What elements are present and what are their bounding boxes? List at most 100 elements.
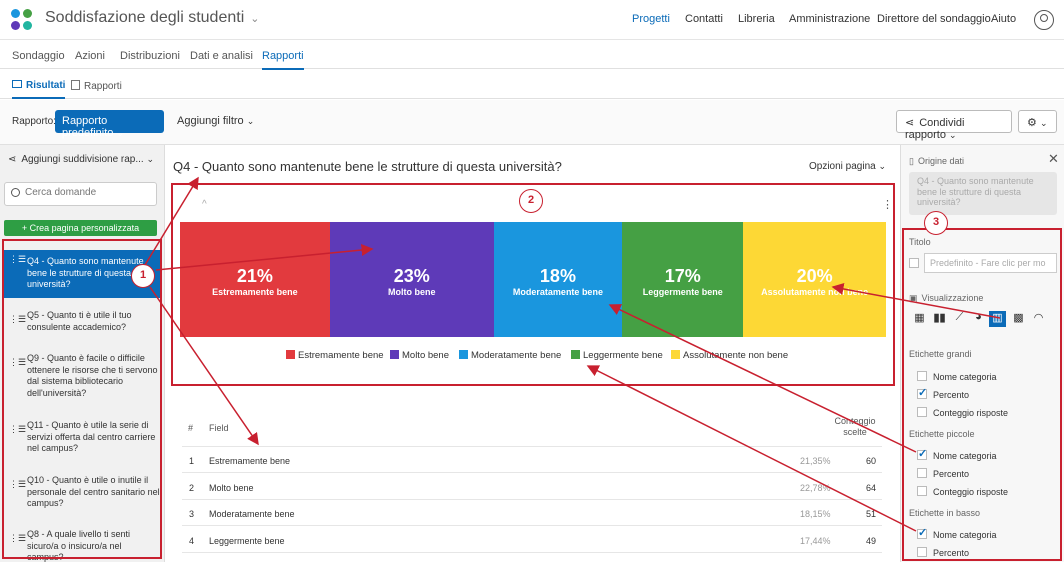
segment-percent-label: 23% (393, 266, 430, 286)
checkbox-checked[interactable] (917, 526, 927, 539)
annotation-badge-3: 3 (924, 211, 948, 235)
nav-help[interactable]: Aiuto (991, 13, 1017, 25)
grid-viz-icon[interactable]: ▩ (1013, 312, 1024, 324)
data-source-select[interactable]: Q4 - Quanto sono mantenute bene le strut… (909, 172, 1057, 215)
app-logo[interactable] (11, 9, 33, 31)
large-percent-option[interactable]: Percento (917, 386, 969, 400)
project-title[interactable]: Soddisfazione degli studenti ⌄ (45, 9, 259, 27)
page-options-text: Opzioni pagina (809, 161, 876, 172)
bar-segment[interactable]: 18% Moderatamente bene (493, 222, 623, 337)
legend-swatch (390, 350, 399, 359)
legend-item[interactable]: Molto bene (390, 350, 449, 361)
table-cell-n: 3 (189, 509, 195, 519)
table-cell-n: 2 (189, 482, 195, 493)
segment-percent-label: 20% (796, 266, 833, 286)
question-item-q10[interactable]: ⋮☰ Q10 - Quanto è utile o inutile il pers… (3, 475, 160, 510)
nav-projects[interactable]: Progetti (632, 13, 670, 25)
gear-icon: ⚙ (1027, 117, 1037, 129)
large-labels-label: Etichette grandi (909, 349, 972, 359)
more-options-icon[interactable]: ⋮ (882, 199, 893, 211)
small-percent-option[interactable]: Percento (917, 468, 969, 479)
option-text: Nome categoria (933, 372, 997, 382)
subtab-results[interactable]: Risultati (12, 80, 66, 99)
question-item-q11[interactable]: ⋮☰ Q11 - Quanto è utile la serie di servi… (3, 420, 160, 455)
table-cell-pct: 21,35% (800, 456, 831, 466)
search-input[interactable] (25, 187, 150, 198)
row-divider (182, 472, 882, 473)
subtab-reports-label: Rapporti (84, 81, 122, 92)
table-cell-n: 4 (189, 535, 195, 546)
legend-swatch (459, 350, 468, 359)
segment-category-label: Assolutamente non bene (761, 287, 869, 297)
question-text: Q9 - Quanto è facile o difficile ottener… (27, 353, 158, 398)
list-icon: ⋮☰ (9, 424, 27, 434)
project-title-text: Soddisfazione degli studenti (45, 9, 245, 26)
breakout-dropdown[interactable]: ⋖ Aggiungi suddivisione rap... ⌄ (8, 154, 158, 165)
question-item-q4[interactable]: ⋮☰ Q4 - Quanto sono mantenute bene le str… (3, 250, 160, 298)
table-cell-field: Moderatamente bene (209, 509, 295, 519)
tab-data-analysis[interactable]: Dati e analisi (190, 50, 253, 62)
table-cell-count: 60 (866, 456, 877, 466)
list-icon: ⋮☰ (9, 254, 27, 264)
checkbox-checked[interactable] (917, 386, 927, 399)
checkbox[interactable] (917, 371, 927, 381)
title-checkbox[interactable] (909, 258, 919, 268)
report-select-text: Rapporto predefinito (62, 115, 114, 139)
page-options-button[interactable]: Opzioni pagina ⌄ (809, 161, 886, 172)
share-report-text: Condividi rapporto (905, 117, 965, 141)
bottom-percent-option[interactable]: Percento (917, 547, 969, 558)
question-text: Q11 - Quanto è utile la serie di servizi… (27, 420, 156, 453)
row-divider (182, 525, 882, 526)
add-filter-button[interactable]: Aggiungi filtro ⌄ (177, 115, 254, 127)
user-avatar-icon[interactable] (1034, 10, 1054, 30)
tab-survey[interactable]: Sondaggio (12, 50, 65, 62)
checkbox[interactable] (917, 468, 927, 478)
data-source-label: ▯ Origine dati (909, 156, 964, 167)
tab-actions[interactable]: Azioni (75, 50, 105, 62)
small-count-option[interactable]: Conteggio risposte (917, 486, 1008, 497)
question-text: Q4 - Quanto sono mantenute bene le strut… (27, 256, 144, 289)
table-cell-field: Leggermente bene (209, 535, 285, 546)
chevron-up-icon[interactable]: ^ (202, 199, 207, 210)
bar-segment[interactable]: 23% Molto bene (329, 222, 494, 337)
question-item-q5[interactable]: ⋮☰ Q5 - Quanto ti è utile il tuo consulen… (3, 310, 160, 333)
checkbox[interactable] (917, 547, 927, 557)
title-input[interactable]: Predefinito - Fare clic per mo (924, 253, 1057, 273)
clipboard-icon: ▯ (909, 156, 914, 166)
small-category-option[interactable]: Nome categoria (917, 447, 997, 461)
subtab-reports[interactable]: Rapporti (71, 80, 122, 92)
bottom-category-option[interactable]: Nome categoria (917, 526, 997, 540)
table-cell-pct: 18,15% (800, 509, 831, 519)
report-select-button[interactable]: Rapporto predefinito ⌄ (55, 110, 164, 139)
gauge-icon[interactable]: ◠ (1033, 312, 1044, 324)
table-cell-count: 49 (866, 535, 877, 546)
share-report-button[interactable]: ⋖ Condividi rapporto ⌄ (896, 110, 1012, 141)
create-page-button[interactable]: + Crea pagina personalizzata (4, 220, 157, 236)
checkbox[interactable] (917, 407, 927, 417)
data-source-value: Q4 - Quanto sono mantenute bene le strut… (917, 176, 1034, 207)
tab-distributions[interactable]: Distribuzioni (120, 50, 180, 62)
table-header-field: Field (209, 423, 229, 433)
settings-button[interactable]: ⚙ ⌄ (1018, 110, 1057, 133)
checkbox[interactable] (917, 486, 927, 496)
legend-item[interactable]: Moderatamente bene (459, 350, 561, 361)
search-box[interactable] (4, 182, 157, 206)
large-count-option[interactable]: Conteggio risposte (917, 407, 1008, 418)
close-icon[interactable]: ✕ (1048, 151, 1059, 166)
large-category-option[interactable]: Nome categoria (917, 371, 997, 382)
question-title: Q4 - Quanto sono mantenute bene le strut… (173, 159, 562, 174)
chevron-down-icon: ⌄ (878, 161, 887, 171)
checkbox-checked[interactable] (917, 447, 927, 460)
question-text: Q10 - Quanto è utile o inutile il person… (27, 475, 160, 508)
nav-survey-director[interactable]: Direttore del sondaggio (877, 13, 991, 25)
small-labels-label: Etichette piccole (909, 429, 975, 439)
legend-item[interactable]: Estremamente bene (286, 350, 384, 361)
highlight-box-chart (171, 183, 895, 386)
nav-library[interactable]: Libreria (738, 13, 775, 25)
list-icon: ⋮☰ (9, 357, 27, 367)
nav-admin[interactable]: Amministrazione (789, 13, 871, 25)
nav-contacts[interactable]: Contatti (685, 13, 723, 25)
row-divider (182, 498, 882, 500)
tab-reports[interactable]: Rapporti (262, 50, 304, 70)
question-item-q9[interactable]: ⋮☰ Q9 - Quanto è facile o difficile otten… (3, 353, 160, 399)
